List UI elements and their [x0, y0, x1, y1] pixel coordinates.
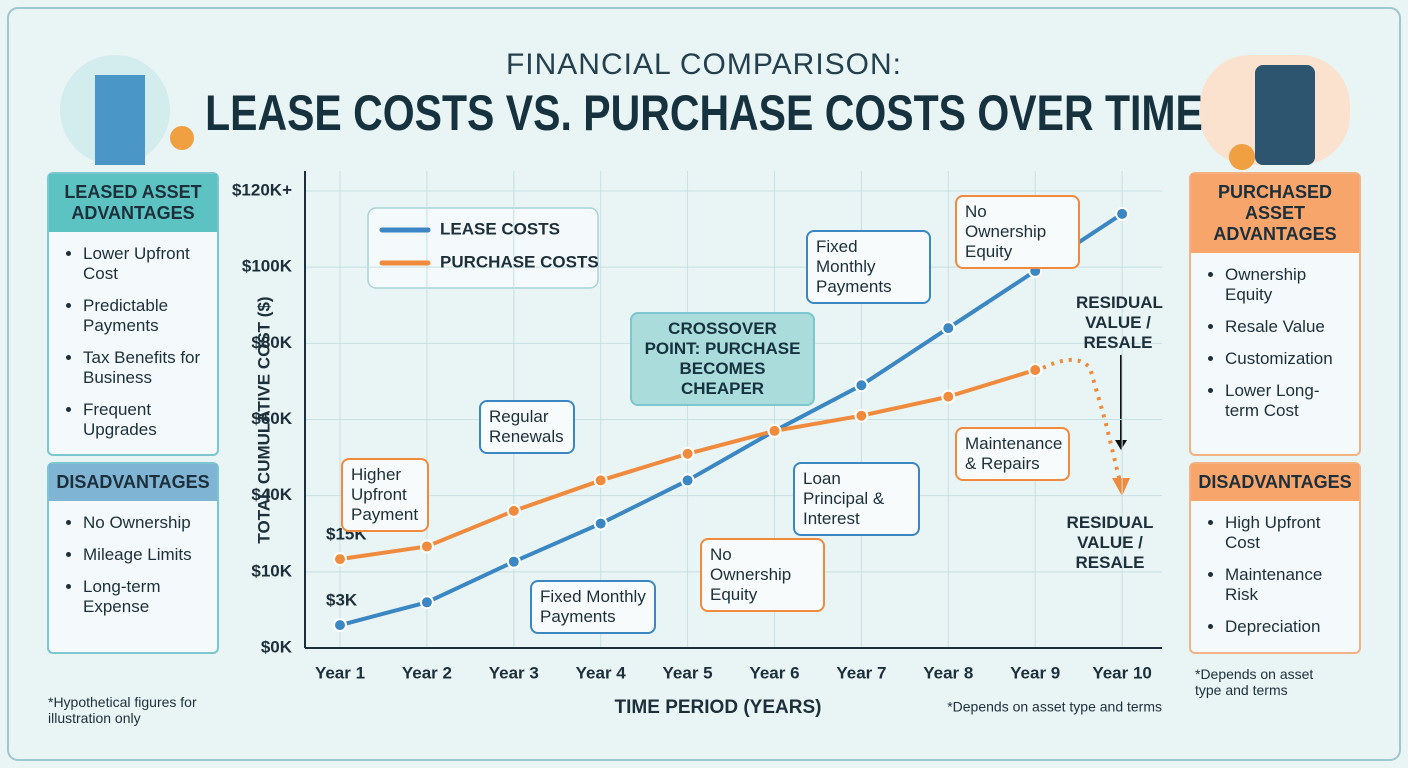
data-point — [506, 503, 521, 518]
y-axis-label: TOTAL CUMULATIVE COST ($) — [254, 296, 273, 543]
building-icon — [95, 75, 145, 165]
x-tick-label: Year 1 — [315, 663, 365, 682]
data-point — [419, 539, 434, 554]
data-point — [419, 595, 434, 610]
y-tick-label: $100K — [242, 257, 293, 276]
panel-header: PURCHASED ASSET ADVANTAGES — [1191, 174, 1359, 253]
tablet-icon — [1255, 65, 1315, 165]
y-tick-label: $40K — [251, 485, 292, 504]
list-item: Maintenance Risk — [1225, 565, 1349, 605]
annotation: Maintenance & Repairs — [955, 427, 1070, 481]
data-point — [1028, 362, 1043, 377]
list-item: Lower Upfront Cost — [83, 244, 207, 284]
annotation: Fixed Monthly Payments — [806, 230, 931, 304]
list-item: Customization — [1225, 349, 1349, 369]
footnote: *Hypothetical figures for illustration o… — [48, 694, 197, 726]
residual-curve — [1034, 357, 1124, 491]
annotation: RESIDUAL VALUE / RESALE — [1076, 293, 1163, 352]
annotation: No Ownership Equity — [955, 195, 1080, 269]
legend-label: PURCHASE COSTS — [440, 252, 599, 271]
y-tick-label: $0K — [261, 637, 293, 656]
data-point — [593, 473, 608, 488]
footnote: *Depends on asset type and terms — [1195, 666, 1314, 698]
annotation: Regular Renewals — [479, 400, 575, 454]
y-tick-label: $60K — [251, 409, 292, 428]
x-tick-label: Year 2 — [402, 663, 452, 682]
data-point — [333, 618, 347, 633]
data-point — [593, 516, 608, 531]
data-point — [1115, 206, 1130, 221]
list-item: No Ownership — [83, 513, 207, 533]
list-item: Long-term Expense — [83, 577, 207, 617]
title: LEASE COSTS VS. PURCHASE COSTS OVER TIME — [205, 85, 1203, 141]
annotation: RESIDUAL VALUE / RESALE — [1066, 513, 1154, 572]
kicker: FINANCIAL COMPARISON: — [505, 48, 903, 81]
x-tick-label: Year 9 — [1010, 663, 1060, 682]
annotation: Fixed Monthly Payments — [530, 580, 656, 634]
x-tick-label: Year 8 — [923, 663, 973, 682]
list-item: Ownership Equity — [1225, 265, 1349, 305]
list-item: Resale Value — [1225, 317, 1349, 337]
annotation: No Ownership Equity — [700, 538, 825, 612]
panel-header: LEASED ASSET ADVANTAGES — [49, 174, 217, 232]
panel-header: DISADVANTAGES — [1191, 464, 1359, 501]
list-item: Tax Benefits for Business — [83, 348, 207, 388]
legend-label: LEASE COSTS — [440, 219, 560, 238]
data-point — [333, 552, 347, 567]
coin-icon-right — [1229, 144, 1255, 170]
data-point — [941, 389, 956, 404]
frame — [7, 7, 1401, 761]
data-point — [854, 378, 869, 393]
list-item: Depreciation — [1225, 617, 1349, 637]
list-item: Frequent Upgrades — [83, 400, 207, 440]
panel: DISADVANTAGES High Upfront Cost Maintenanc… — [1189, 462, 1361, 654]
list: High Upfront Cost Maintenance Risk Depreci… — [1191, 501, 1359, 637]
list-item: Lower Long-term Cost — [1225, 381, 1349, 421]
y-tick-label: $10K — [251, 561, 292, 580]
list-item: High Upfront Cost — [1225, 513, 1349, 553]
panel-header: DISADVANTAGES — [49, 464, 217, 501]
list-item: Predictable Payments — [83, 296, 207, 336]
y-tick-label: $80K — [251, 333, 292, 352]
x-axis-label: TIME PERIOD (YEARS) — [615, 697, 822, 718]
list-item: Mileage Limits — [83, 545, 207, 565]
list: Lower Upfront Cost Predictable Payments Ta… — [49, 232, 217, 440]
data-point — [506, 554, 521, 569]
list: No Ownership Mileage Limits Long-term Expe… — [49, 501, 217, 617]
x-tick-label: Year 6 — [749, 663, 799, 682]
data-point — [941, 321, 956, 336]
data-point — [767, 423, 782, 438]
panel: LEASED ASSET ADVANTAGESLower Upfront Cos… — [47, 172, 219, 456]
coin-icon — [170, 126, 194, 150]
list: Ownership Equity Resale Value Customizatio… — [1191, 253, 1359, 421]
y-tick-label: $120K+ — [232, 180, 292, 199]
x-tick-label: Year 4 — [576, 663, 627, 682]
series-line — [339, 212, 1124, 628]
annotation: Higher Upfront Payment — [341, 458, 429, 532]
x-tick-label: Year 5 — [663, 663, 713, 682]
data-point — [680, 446, 695, 461]
panel: PURCHASED ASSET ADVANTAGESOwnership Equi… — [1189, 172, 1361, 456]
panel: DISADVANTAGES No Ownership Mileage Limits L… — [47, 462, 219, 654]
data-point — [854, 408, 869, 423]
data-point — [680, 473, 695, 488]
residual-arrow — [1112, 478, 1130, 496]
residual-pointer-head — [1115, 440, 1127, 450]
annotation: CROSSOVER POINT: PURCHASE BECOMES CHEAPE… — [630, 312, 815, 406]
x-tick-label: Year 3 — [489, 663, 539, 682]
data-label: $3K — [326, 591, 358, 610]
annotation: Loan Principal & Interest — [793, 462, 920, 536]
x-tick-label: Year 10 — [1092, 663, 1152, 682]
chart-footnote: *Depends on asset type and terms — [947, 699, 1162, 715]
x-tick-label: Year 7 — [836, 663, 886, 682]
